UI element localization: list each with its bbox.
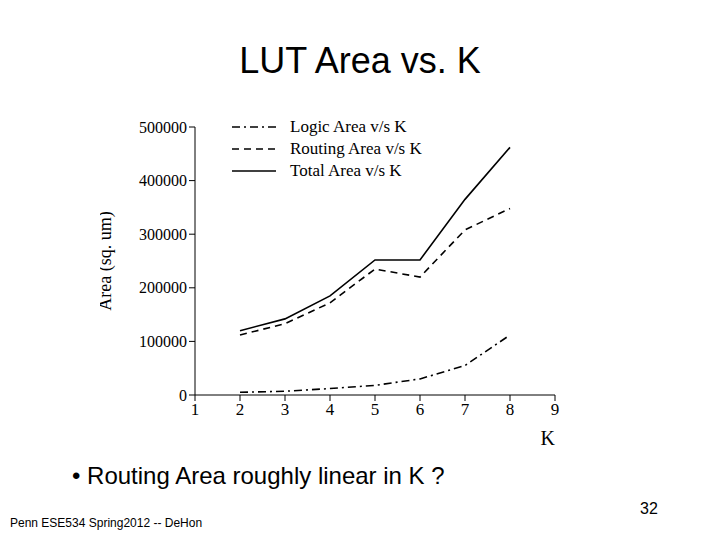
svg-text:300000: 300000: [139, 226, 187, 243]
svg-text:7: 7: [461, 400, 470, 419]
svg-text:100000: 100000: [139, 333, 187, 350]
svg-text:K: K: [541, 427, 556, 449]
svg-text:Area (sq. um): Area (sq. um): [100, 211, 116, 310]
svg-text:3: 3: [281, 400, 290, 419]
html-text:• Routing Area roughly linear: • Routing Area roughly linear in K ?: [72, 462, 445, 489]
svg-text:400000: 400000: [139, 172, 187, 189]
html-text:Penn ESE534 Spring2012 -- DeHo: Penn ESE534 Spring2012 -- DeHon: [10, 516, 203, 530]
html-text:Routing Area v/s K: Routing Area v/s K: [290, 139, 422, 158]
svg-text:8: 8: [506, 400, 515, 419]
html-text:Total Area v/s K: Total Area v/s K: [290, 161, 402, 180]
svg-text:0: 0: [179, 387, 187, 404]
svg-text:1: 1: [191, 400, 200, 419]
svg-text:500000: 500000: [139, 119, 187, 136]
svg-text:4: 4: [326, 400, 335, 419]
svg-text:5: 5: [371, 400, 380, 419]
html-text:Logic Area v/s K: Logic Area v/s K: [290, 117, 407, 136]
svg-text:6: 6: [416, 400, 425, 419]
svg-text:2: 2: [236, 400, 245, 419]
svg-text:9: 9: [551, 400, 560, 419]
html-text:LUT Area vs. K: LUT Area vs. K: [239, 40, 481, 81]
html-text:32: 32: [640, 500, 658, 517]
svg-text:200000: 200000: [139, 279, 187, 296]
